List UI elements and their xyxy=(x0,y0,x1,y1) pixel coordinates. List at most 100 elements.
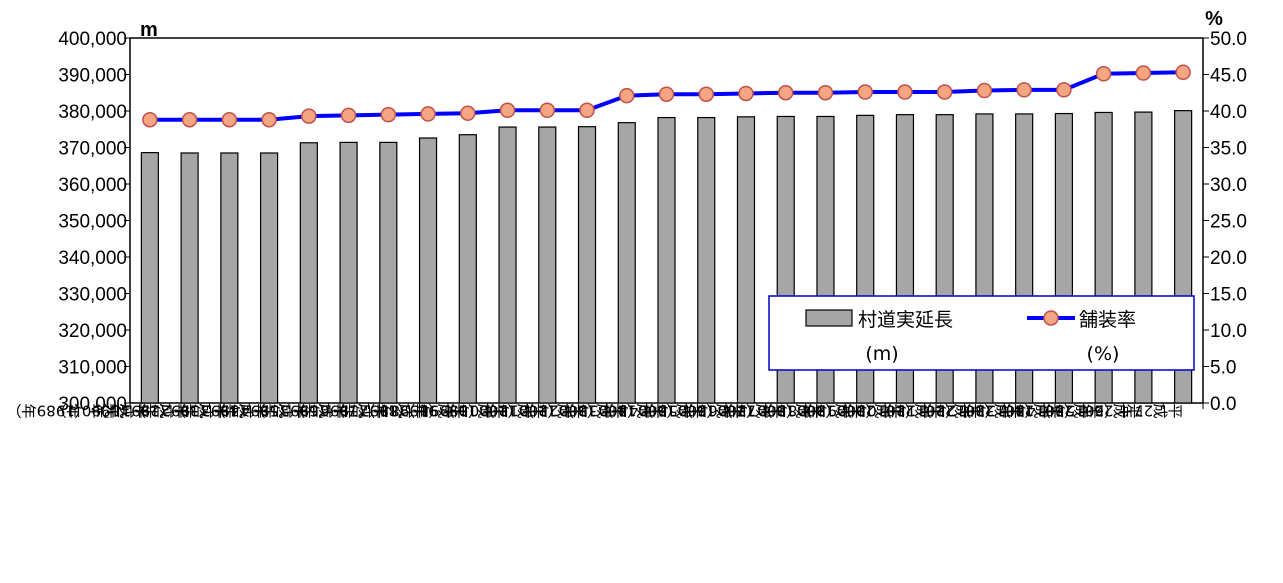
y-left-unit: m xyxy=(140,19,158,41)
y-left-tick-label: 300,000 xyxy=(58,394,127,415)
bar-village-road-length xyxy=(577,126,597,404)
point-paving-rate xyxy=(142,112,158,128)
y-left-tick-label: 330,000 xyxy=(58,285,127,306)
bar-village-road-length xyxy=(617,122,636,404)
x-tick-label: 平成14年（2002年） xyxy=(519,402,666,420)
point-paving-rate xyxy=(777,85,794,101)
legend-unit-paving-rate: (%) xyxy=(1087,343,1120,365)
y-right-tick-label: 10.0 xyxy=(1210,321,1247,342)
point-paving-rate xyxy=(936,84,953,100)
x-tick-label: 平成7年（1995年） xyxy=(251,402,389,420)
x-tick-label: 平成20年（2008年） xyxy=(758,402,905,420)
point-paving-rate xyxy=(301,108,317,124)
x-tick-label: 平成18年（2006年） xyxy=(678,402,825,420)
bar-village-road-length xyxy=(736,116,756,404)
x-tick-label: 平成26年（2014年） xyxy=(996,402,1143,420)
point-paving-rate xyxy=(539,102,556,119)
x-tick-label: 平成2年（1990年） xyxy=(52,402,190,420)
legend-label-village-road: 村道実延長 xyxy=(858,309,953,331)
y-right-tick-label: 25.0 xyxy=(1210,212,1247,233)
x-tick-label: 平成元年（1989年） xyxy=(7,402,150,420)
y-left-tick-label: 340,000 xyxy=(58,248,127,269)
y-right-unit: % xyxy=(1205,8,1223,30)
point-paving-rate xyxy=(181,112,198,128)
legend-marker-swatch xyxy=(1043,310,1059,326)
bar-village-road-length xyxy=(299,142,318,404)
bar-village-road-length xyxy=(180,152,199,404)
x-tick-label: 平成19年（2007年） xyxy=(718,402,865,420)
bar-village-road-length xyxy=(259,152,279,404)
point-paving-rate xyxy=(658,86,675,102)
x-tick-label: 平成3年（1991年） xyxy=(92,402,230,420)
y-left-tick-label: 320,000 xyxy=(58,321,127,342)
x-tick-label: 平成27年（2015年） xyxy=(1036,402,1183,420)
point-paving-rate xyxy=(1095,66,1112,82)
bar-village-road-length xyxy=(657,116,676,404)
y-right-tick-label: 5.0 xyxy=(1210,358,1236,379)
bar-village-road-length xyxy=(379,141,398,404)
y-right-tick-label: 0.0 xyxy=(1210,394,1236,415)
y-right-tick-label: 15.0 xyxy=(1210,285,1247,306)
y-right-tick-label: 40.0 xyxy=(1210,102,1247,123)
legend-box xyxy=(768,295,1195,371)
legend-label-paving-rate: 舗装率 xyxy=(1079,309,1136,331)
point-paving-rate xyxy=(857,84,873,100)
y-left-tick-label: 370,000 xyxy=(58,139,127,160)
point-paving-rate xyxy=(619,87,635,104)
x-tick-label: 平成13年（2001年） xyxy=(479,402,626,420)
legend-bar-swatch xyxy=(805,309,853,327)
bar-village-road-length xyxy=(339,141,358,404)
x-tick-label: 平成12年（2000年） xyxy=(440,402,587,420)
point-paving-rate xyxy=(976,82,993,99)
x-tick-label: 平成17年（2005年） xyxy=(638,402,785,420)
y-right-tick-label: 30.0 xyxy=(1210,175,1247,196)
x-tick-label: 平成9年（1997年） xyxy=(330,402,468,420)
point-paving-rate xyxy=(261,112,277,128)
point-paving-rate xyxy=(1016,82,1032,98)
bar-village-road-length xyxy=(458,134,477,404)
x-tick-label: 平成8年（1996年） xyxy=(290,402,428,420)
x-tick-label: 平成21年（2009年） xyxy=(797,402,944,420)
point-paving-rate xyxy=(1135,65,1152,81)
x-tick-label: 平成16年（2004年） xyxy=(599,402,746,420)
legend-unit-village-road: (m) xyxy=(865,343,898,365)
point-paving-rate xyxy=(698,86,714,102)
bar-village-road-length xyxy=(498,126,517,404)
x-tick-label: 平成24年（2012年） xyxy=(917,402,1064,420)
point-paving-rate xyxy=(499,102,516,119)
y-right-tick-label: 20.0 xyxy=(1210,248,1247,269)
point-paving-rate xyxy=(420,106,436,122)
x-tick-label: 平成4年（1992年） xyxy=(131,402,269,420)
point-paving-rate xyxy=(1056,82,1072,98)
x-tick-label: 平成22年（2010年） xyxy=(837,402,984,420)
bar-village-road-length xyxy=(418,137,438,404)
y-left-tick-label: 360,000 xyxy=(58,175,127,196)
x-tick-label: 平成23年（2011年） xyxy=(877,402,1024,420)
legend: 村道実延長 (m) 舗装率 (%) xyxy=(768,295,1195,371)
point-paving-rate xyxy=(817,85,834,101)
bar-village-road-length xyxy=(538,126,557,404)
y-right-tick-label: 35.0 xyxy=(1210,139,1247,160)
x-tick-label: 平成11年（1999年） xyxy=(400,402,547,420)
point-paving-rate xyxy=(579,102,595,119)
point-paving-rate xyxy=(738,85,754,102)
y-left-tick-label: 350,000 xyxy=(58,212,127,233)
y-left-tick-label: 380,000 xyxy=(58,102,127,123)
bar-village-road-length xyxy=(140,152,159,404)
point-paving-rate xyxy=(221,112,238,128)
y-left-tick-label: 390,000 xyxy=(58,66,127,87)
y-right-tick-label: 45.0 xyxy=(1210,66,1247,87)
bar-village-road-length xyxy=(220,152,239,404)
y-left-tick-label: 310,000 xyxy=(58,358,127,379)
point-paving-rate xyxy=(380,106,397,123)
x-tick-label: 平成15年（2003年） xyxy=(559,402,706,420)
x-tick-label: 平成25年（2013年） xyxy=(956,402,1103,420)
y-right-tick-label: 50.0 xyxy=(1210,29,1247,50)
point-paving-rate xyxy=(897,84,913,100)
point-paving-rate xyxy=(1175,64,1191,81)
x-tick-label: 平成5年（1993年） xyxy=(171,402,309,420)
point-paving-rate xyxy=(460,105,476,121)
x-tick-label: 平成6年（1994年） xyxy=(211,402,349,420)
